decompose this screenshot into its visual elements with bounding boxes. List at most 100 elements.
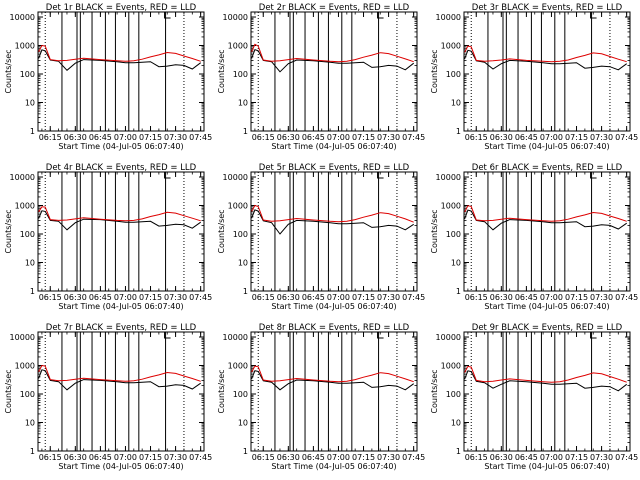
y-tick-label: 1 <box>456 447 461 456</box>
y-tick-label: 100 <box>20 390 35 399</box>
flag-marker <box>164 12 171 19</box>
x-tick-label: 06:15 <box>252 133 275 142</box>
y-tick-label: 1000 <box>228 362 248 371</box>
flag-marker <box>590 12 597 19</box>
x-tick-label: 06:45 <box>515 453 538 462</box>
panel-title: Det 8r BLACK = Events, RED = LLD <box>259 323 410 333</box>
chart-svg: 1 10 100 1000 10000 06:15 06:30 06:45 07:00 07:15… <box>217 163 425 311</box>
y-tick-label: 1 <box>30 127 35 136</box>
y-tick-label: 1 <box>243 127 248 136</box>
x-tick-label: 07:45 <box>189 133 212 142</box>
detector-panel: 1 10 100 1000 10000 06:15 06:30 06:45 07:00 07:15… <box>0 320 213 480</box>
x-tick-label: 07:45 <box>402 133 425 142</box>
x-tick-label: 06:45 <box>89 453 112 462</box>
panel-title: Det 1r BLACK = Events, RED = LLD <box>46 3 197 13</box>
y-tick-label: 100 <box>20 230 35 239</box>
plot-frame <box>37 331 205 452</box>
y-axis-label: Counts/sec <box>430 369 439 413</box>
x-tick-label: 07:30 <box>164 293 187 302</box>
detector-panel: 1 10 100 1000 10000 06:15 06:30 06:45 07:00 07:15… <box>426 320 639 480</box>
y-tick-label: 1 <box>30 447 35 456</box>
x-tick-label: 06:45 <box>89 133 112 142</box>
flag-marker <box>590 172 597 179</box>
x-tick-label: 07:45 <box>402 453 425 462</box>
plot-frame <box>37 11 205 132</box>
chart-svg: 1 10 100 1000 10000 06:15 06:30 06:45 07:00 07:15… <box>217 323 425 471</box>
y-tick-label: 1 <box>456 127 461 136</box>
y-tick-label: 1000 <box>228 42 248 51</box>
x-tick-label: 06:15 <box>252 293 275 302</box>
lld-series-line <box>38 206 201 222</box>
flag-marker <box>590 332 597 339</box>
x-tick-label: 06:15 <box>252 453 275 462</box>
plot-frame <box>250 331 418 452</box>
y-axis-label: Counts/sec <box>430 49 439 93</box>
plot-frame <box>463 171 631 292</box>
y-tick-label: 1000 <box>15 362 35 371</box>
x-axis-label: Start Time (04-Jul-05 06:07:40) <box>271 302 396 311</box>
detector-panel: 1 10 100 1000 10000 06:15 06:30 06:45 07:00 07:15… <box>0 160 213 320</box>
events-series-line <box>464 370 628 392</box>
lld-series-line <box>251 204 414 223</box>
x-tick-label: 06:45 <box>89 293 112 302</box>
y-tick-label: 10 <box>238 419 248 428</box>
y-tick-label: 10 <box>451 259 461 268</box>
y-tick-label: 100 <box>233 70 248 79</box>
lld-series-line <box>464 205 627 222</box>
x-tick-label: 06:30 <box>277 133 300 142</box>
flag-marker <box>377 172 384 179</box>
lld-series-line <box>464 365 627 383</box>
x-tick-label: 06:30 <box>277 293 300 302</box>
y-tick-label: 1 <box>456 287 461 296</box>
x-tick-label: 07:00 <box>327 293 350 302</box>
plot-frame <box>37 171 205 292</box>
y-axis-label: Counts/sec <box>217 369 226 413</box>
detector-panel: 1 10 100 1000 10000 06:15 06:30 06:45 07:00 07:15… <box>426 0 639 160</box>
flag-marker <box>377 12 384 19</box>
y-tick-label: 10000 <box>436 333 461 342</box>
events-series-line <box>38 210 201 231</box>
y-tick-label: 1000 <box>15 42 35 51</box>
y-tick-label: 10 <box>238 99 248 108</box>
x-tick-label: 07:45 <box>615 133 638 142</box>
y-tick-label: 100 <box>446 230 461 239</box>
y-tick-label: 10000 <box>223 333 248 342</box>
x-tick-label: 07:15 <box>565 133 588 142</box>
x-axis-label: Start Time (04-Jul-05 06:07:40) <box>484 142 609 151</box>
x-tick-label: 07:00 <box>540 453 563 462</box>
y-tick-label: 1 <box>243 287 248 296</box>
y-tick-label: 10000 <box>10 333 35 342</box>
x-tick-label: 07:00 <box>327 453 350 462</box>
y-tick-label: 10000 <box>223 173 248 182</box>
x-tick-label: 07:45 <box>402 293 425 302</box>
y-tick-label: 10 <box>25 419 35 428</box>
panel-title: Det 4r BLACK = Events, RED = LLD <box>46 163 197 173</box>
y-tick-label: 10000 <box>436 13 461 22</box>
x-tick-label: 07:30 <box>377 133 400 142</box>
x-tick-label: 07:15 <box>139 453 162 462</box>
x-tick-label: 07:00 <box>114 293 137 302</box>
detector-panel: 1 10 100 1000 10000 06:15 06:30 06:45 07:00 07:15… <box>0 0 213 160</box>
x-tick-label: 07:15 <box>139 133 162 142</box>
detector-panel: 1 10 100 1000 10000 06:15 06:30 06:45 07:00 07:15… <box>426 160 639 320</box>
y-tick-label: 100 <box>20 70 35 79</box>
y-tick-label: 1000 <box>15 202 35 211</box>
panel-title: Det 5r BLACK = Events, RED = LLD <box>259 163 410 173</box>
y-tick-label: 100 <box>446 390 461 399</box>
y-tick-label: 100 <box>446 70 461 79</box>
x-tick-label: 06:30 <box>277 453 300 462</box>
detector-panel: 1 10 100 1000 10000 06:15 06:30 06:45 07:00 07:15… <box>213 160 426 320</box>
plot-frame <box>463 331 631 452</box>
lld-series-line <box>38 44 201 62</box>
x-axis-label: Start Time (04-Jul-05 06:07:40) <box>484 302 609 311</box>
x-tick-label: 06:15 <box>39 133 62 142</box>
x-axis-label: Start Time (04-Jul-05 06:07:40) <box>58 302 183 311</box>
plot-frame <box>250 171 418 292</box>
x-tick-label: 07:15 <box>139 293 162 302</box>
events-series-line <box>38 369 201 391</box>
x-tick-label: 07:15 <box>352 133 375 142</box>
y-tick-label: 1000 <box>228 202 248 211</box>
x-tick-label: 06:15 <box>465 293 488 302</box>
plot-frame <box>250 11 418 132</box>
x-axis-label: Start Time (04-Jul-05 06:07:40) <box>271 462 396 471</box>
